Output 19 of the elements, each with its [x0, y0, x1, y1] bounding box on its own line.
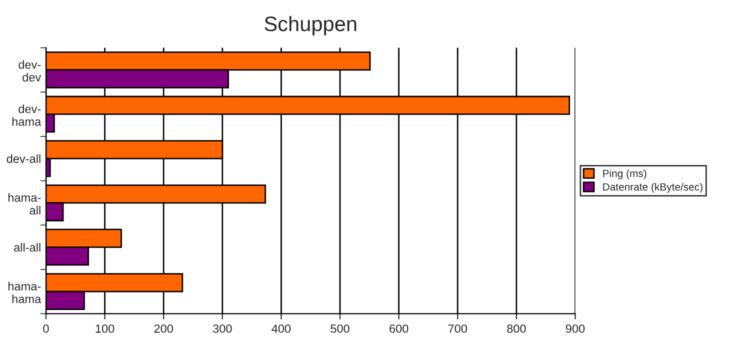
- legend-label: Datenrate (kByte/sec): [603, 182, 702, 193]
- y-tick-label: hama- all: [8, 193, 41, 214]
- x-tick-label: 300: [213, 324, 232, 333]
- y-tick-label: hama- hama: [8, 282, 42, 304]
- legend-label: Ping (ms): [603, 169, 646, 180]
- x-tick-label: 400: [272, 324, 291, 333]
- x-tick-label: 800: [507, 324, 526, 333]
- x-tick-label: 100: [96, 324, 114, 333]
- x-tick-label: 900: [566, 324, 585, 333]
- x-tick-label: 500: [330, 324, 350, 333]
- x-tick-label: 0: [43, 324, 49, 333]
- x-tick-label: 600: [390, 324, 408, 333]
- chart-title: Schuppen: [264, 16, 356, 36]
- y-tick-label: all-all: [14, 242, 40, 252]
- y-tick-label: dev- dev: [18, 60, 42, 82]
- x-tick-label: 200: [154, 324, 173, 333]
- y-tick-label: dev-all: [6, 154, 40, 163]
- y-tick-label: dev- hama: [12, 104, 42, 126]
- x-tick-label: 700: [448, 324, 468, 333]
